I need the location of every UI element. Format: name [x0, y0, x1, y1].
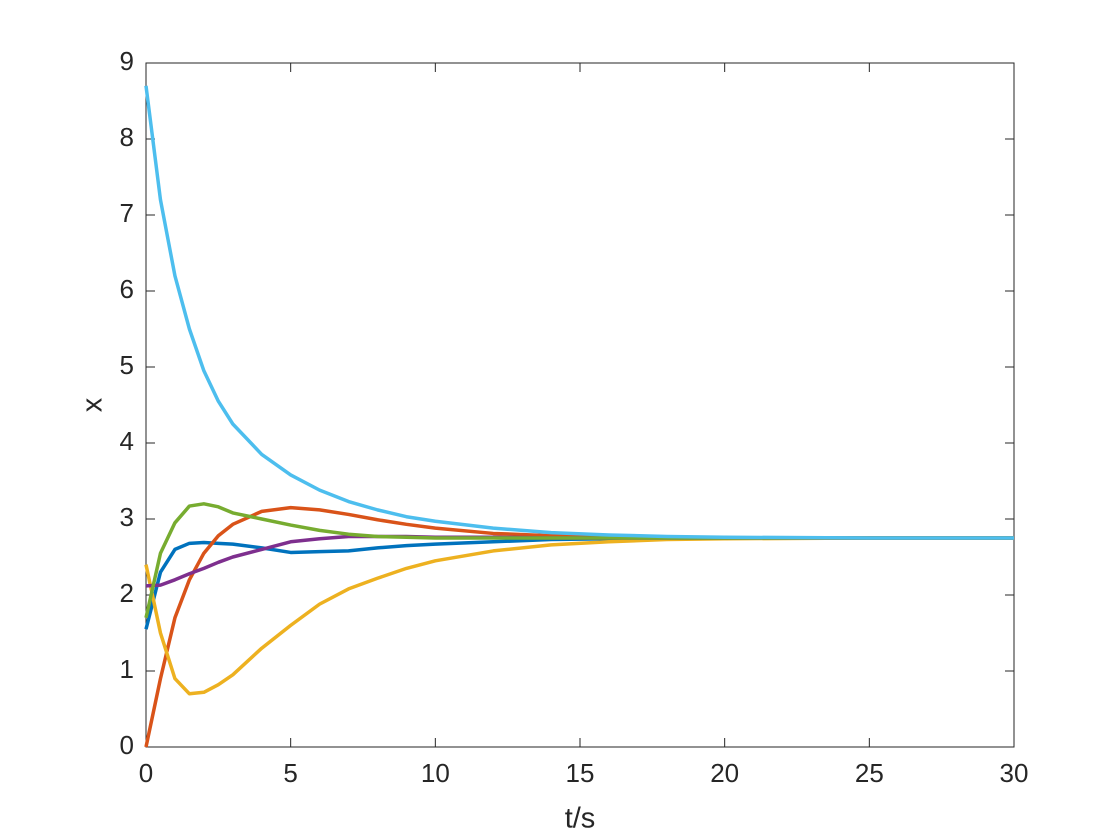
plot-frame [145, 62, 1015, 748]
data-line [144, 536, 1014, 696]
x-tick-label: 15 [566, 758, 595, 788]
y-tick-label: 4 [120, 426, 134, 456]
y-tick-label: 0 [120, 730, 134, 760]
x-tick-label: 30 [1000, 758, 1029, 788]
y-tick-label: 8 [120, 122, 134, 152]
y-tick-label: 7 [120, 198, 134, 228]
y-tick-label: 1 [120, 654, 134, 684]
y-tick-label: 3 [120, 502, 134, 532]
data-line [144, 85, 1014, 540]
x-tick-label: 25 [855, 758, 884, 788]
y-tick-label: 2 [120, 578, 134, 608]
x-tick-label: 20 [710, 758, 739, 788]
data-line [144, 502, 1014, 619]
y-axis-label: x [77, 397, 109, 412]
y-tick-label: 9 [120, 46, 134, 76]
x-tick-label: 0 [139, 758, 153, 788]
x-tick-label: 5 [283, 758, 297, 788]
x-tick-label: 10 [421, 758, 450, 788]
y-tick-label: 5 [120, 350, 134, 380]
y-tick-label: 6 [120, 274, 134, 304]
x-axis-label: t/s [565, 803, 596, 835]
